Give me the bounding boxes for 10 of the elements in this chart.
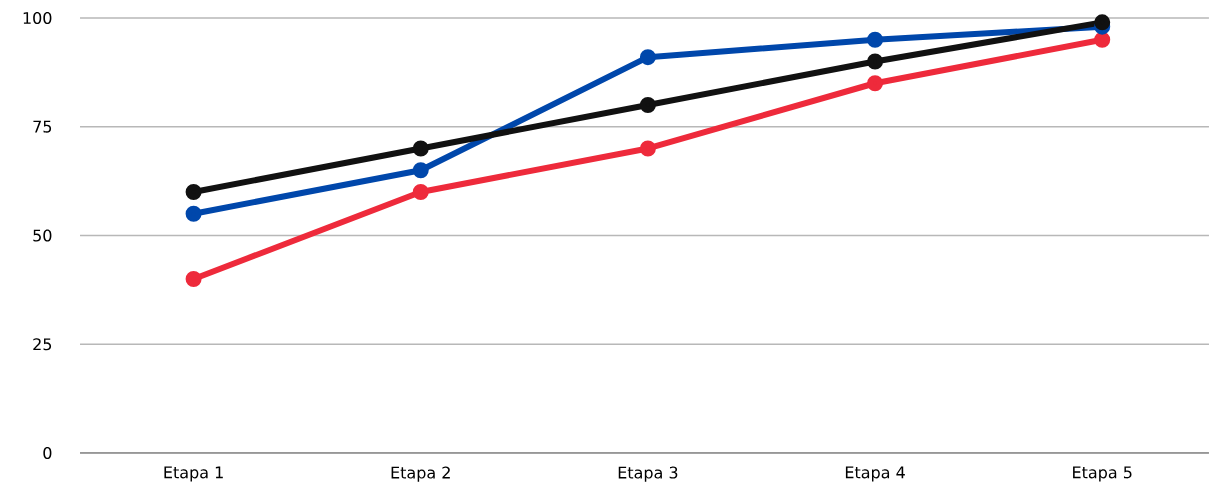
y-tick-label: 0 (43, 446, 52, 460)
x-tick-label: Etapa 4 (845, 466, 905, 482)
x-tick-label: Etapa 1 (164, 466, 223, 482)
x-tick-label: Etapa 5 (1073, 466, 1132, 482)
y-tick-label: 50 (33, 229, 52, 242)
y-tick-label: 100 (23, 11, 52, 25)
y-tick-label: 75 (33, 120, 52, 133)
x-tick-label: Etapa 2 (391, 466, 450, 482)
y-tick-label: 25 (33, 338, 52, 351)
x-tick-label: Etapa 3 (618, 466, 678, 482)
